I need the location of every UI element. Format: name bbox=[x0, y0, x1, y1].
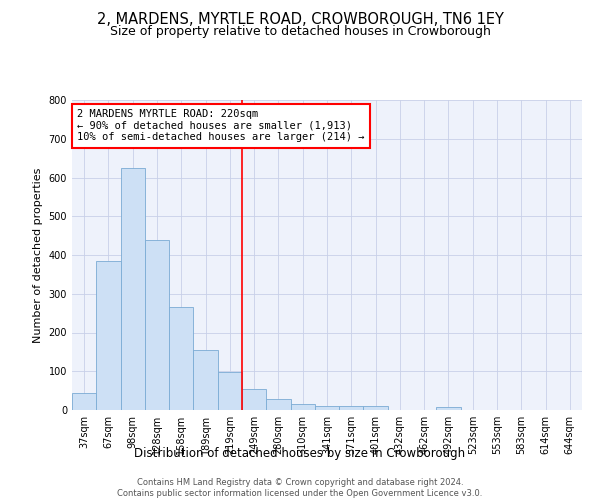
Text: Size of property relative to detached houses in Crowborough: Size of property relative to detached ho… bbox=[110, 25, 490, 38]
Bar bbox=[242, 390, 266, 410]
Bar bbox=[315, 406, 339, 410]
Bar bbox=[193, 350, 218, 410]
Bar bbox=[266, 399, 290, 410]
Text: 2, MARDENS, MYRTLE ROAD, CROWBOROUGH, TN6 1EY: 2, MARDENS, MYRTLE ROAD, CROWBOROUGH, TN… bbox=[97, 12, 503, 28]
Bar bbox=[96, 261, 121, 410]
Bar bbox=[145, 240, 169, 410]
Text: Contains HM Land Registry data © Crown copyright and database right 2024.
Contai: Contains HM Land Registry data © Crown c… bbox=[118, 478, 482, 498]
Bar bbox=[290, 404, 315, 410]
Text: 2 MARDENS MYRTLE ROAD: 220sqm
← 90% of detached houses are smaller (1,913)
10% o: 2 MARDENS MYRTLE ROAD: 220sqm ← 90% of d… bbox=[77, 110, 365, 142]
Y-axis label: Number of detached properties: Number of detached properties bbox=[33, 168, 43, 342]
Bar bbox=[364, 406, 388, 410]
Bar bbox=[169, 308, 193, 410]
Bar bbox=[436, 407, 461, 410]
Bar bbox=[339, 406, 364, 410]
Text: Distribution of detached houses by size in Crowborough: Distribution of detached houses by size … bbox=[134, 448, 466, 460]
Bar bbox=[121, 168, 145, 410]
Bar bbox=[72, 392, 96, 410]
Bar bbox=[218, 372, 242, 410]
